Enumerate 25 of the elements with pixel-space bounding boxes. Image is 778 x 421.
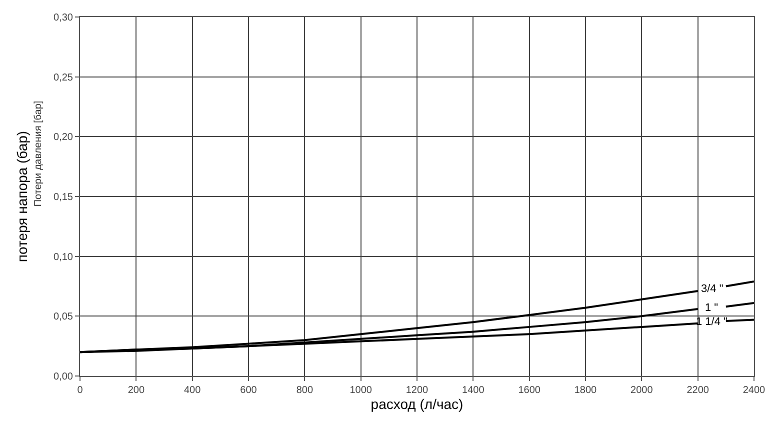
x-tick-label: 2400	[742, 385, 766, 396]
series-label: 1 "	[705, 302, 718, 314]
x-tick-label: 1400	[462, 385, 485, 396]
x-tick-label: 600	[240, 385, 258, 396]
x-tick-label: 800	[296, 385, 314, 396]
y-tick-label: 0,10	[54, 252, 74, 263]
y-tick-label: 0,30	[54, 12, 74, 24]
x-tick-label: 400	[184, 385, 202, 396]
y-tick-label: 0,15	[54, 192, 74, 203]
x-tick-label: 2000	[630, 385, 654, 396]
y-tick-label: 0,20	[54, 132, 74, 144]
x-axis-title: расход (л/час)	[370, 396, 464, 412]
text: Потери давления [бар]	[32, 100, 44, 207]
x-tick-label: 1800	[574, 385, 598, 396]
x-tick-label: 200	[128, 385, 145, 396]
y-tick-label: 0,00	[54, 372, 74, 382]
x-tick-label: 0	[77, 385, 84, 396]
x-tick-label: 1000	[350, 385, 372, 396]
series-label: 3/4 "	[701, 283, 724, 295]
x-tick-label: 2200	[686, 385, 710, 396]
x-tick-label: 1600	[518, 385, 541, 396]
x-tick-label: 1200	[406, 385, 429, 396]
y-tick-label: 0,05	[54, 312, 74, 323]
y-axis-title: потеря напора (бар)	[14, 130, 30, 262]
y-tick-label: 0,25	[54, 72, 74, 84]
